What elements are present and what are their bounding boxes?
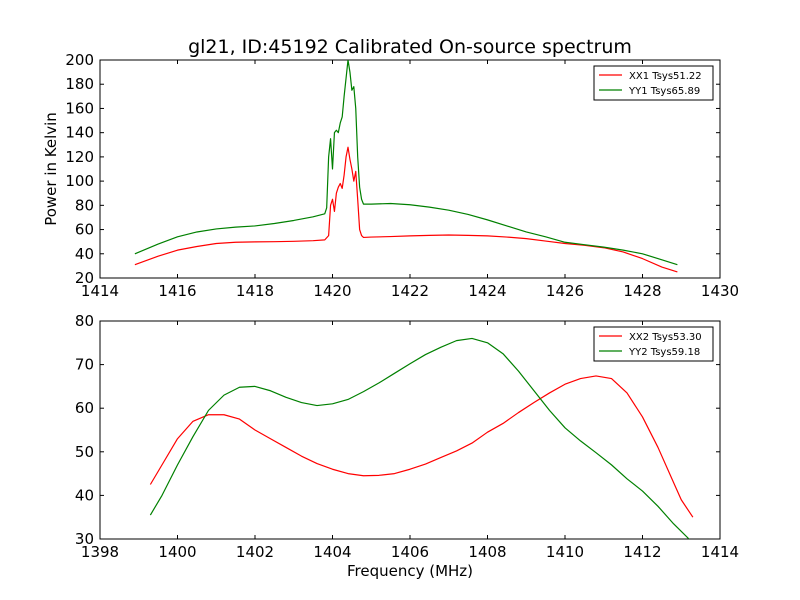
x-tick-label: 1418: [236, 282, 274, 300]
y-tick-label: 100: [65, 172, 94, 190]
y-tick-label: 140: [65, 124, 94, 142]
x-tick-label: 1404: [313, 543, 351, 561]
x-tick-label: 1428: [623, 282, 661, 300]
x-tick-label: 1416: [158, 282, 196, 300]
x-tick-label: 1426: [546, 282, 584, 300]
legend-box: [593, 65, 714, 101]
x-tick-label: 1408: [468, 543, 506, 561]
chart-title: gl21, ID:45192 Calibrated On-source spec…: [188, 36, 632, 58]
y-tick-label: 200: [65, 51, 94, 69]
y-tick-label: 160: [65, 99, 94, 117]
legend-label: YY2 Tsys59.18: [628, 347, 700, 358]
y-tick-label: 60: [75, 221, 94, 239]
x-tick-label: 1430: [701, 282, 739, 300]
y-tick-label: 30: [75, 530, 94, 548]
legend: XX2 Tsys53.30 YY2 Tsys59.18: [593, 326, 714, 362]
x-tick-label: 1406: [391, 543, 429, 561]
series-line-2: [134, 60, 678, 266]
series-line-2: [149, 337, 690, 539]
y-tick-label: 80: [75, 196, 94, 214]
legend: XX1 Tsys51.22 YY1 Tsys65.89: [593, 65, 714, 101]
x-tick-label: 1412: [623, 543, 661, 561]
x-tick-label: 1424: [468, 282, 506, 300]
legend-box: [593, 326, 714, 362]
x-tick-label: 1400: [158, 543, 196, 561]
y-tick-label: 120: [65, 148, 94, 166]
x-tick-label: 1402: [236, 543, 274, 561]
y-tick-label: 40: [75, 486, 94, 504]
y-tick-label: 180: [65, 75, 94, 93]
x-axis-label: Frequency (MHz): [347, 562, 473, 580]
x-tick-label: 1410: [546, 543, 584, 561]
x-tick-label: 1422: [391, 282, 429, 300]
x-tick-label: 1414: [81, 282, 119, 300]
y-tick-label: 60: [75, 399, 94, 417]
x-tick-label: 1398: [81, 543, 119, 561]
subplot-1: 1414 1416 1418 1420 1422 1424 1426 1428 1430 20 40…: [42, 36, 739, 300]
y-tick-label: 40: [75, 245, 94, 263]
y-tick-label: 50: [75, 443, 94, 461]
legend-label: YY1 Tsys65.89: [628, 86, 700, 97]
legend-label: XX1 Tsys51.22: [629, 71, 702, 82]
x-tick-label: 1420: [313, 282, 351, 300]
series-line-1: [134, 146, 678, 273]
legend-label: XX2 Tsys53.30: [629, 332, 702, 343]
subplot-2: 1398 1400 1402 1404 1406 1408 1410 1412 1414 30 40…: [75, 312, 739, 580]
series-line-1: [149, 375, 694, 518]
y-tick-label: 70: [75, 356, 94, 374]
y-tick-label: 20: [75, 269, 94, 287]
y-axis-label: Power in Kelvin: [42, 112, 60, 226]
x-tick-label: 1414: [701, 543, 739, 561]
y-tick-label: 80: [75, 312, 94, 330]
